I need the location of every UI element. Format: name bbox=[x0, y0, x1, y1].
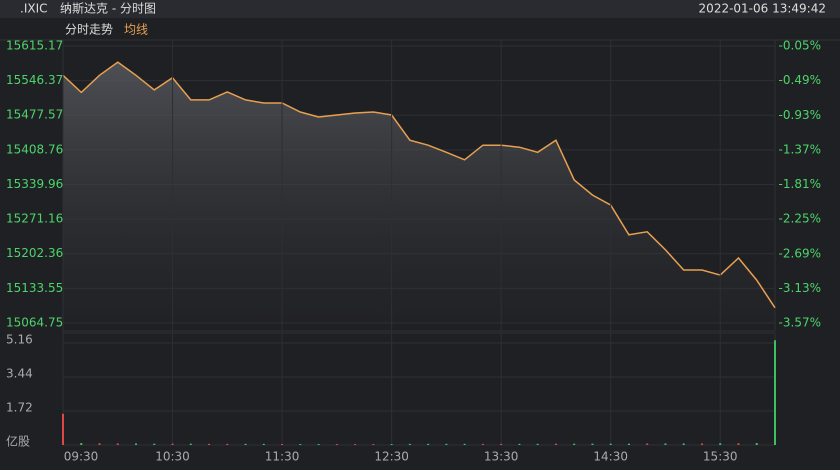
x-tick-label: 09:30 bbox=[64, 450, 99, 464]
x-tick-label: 10:30 bbox=[155, 450, 190, 464]
volume-bar bbox=[226, 443, 229, 445]
volume-bar bbox=[737, 443, 740, 445]
volume-bar bbox=[774, 340, 776, 445]
title: 纳斯达克 - 分时图 bbox=[60, 2, 156, 16]
y2-tick-label: -0.93% bbox=[779, 108, 821, 122]
volume-bar bbox=[408, 443, 411, 445]
volume-bar bbox=[116, 443, 119, 445]
volume-bar bbox=[153, 443, 156, 445]
volume-bar bbox=[135, 443, 138, 445]
y2-tick-label: -0.05% bbox=[779, 39, 821, 53]
symbol: .IXIC bbox=[20, 2, 48, 16]
volume-border bbox=[62, 332, 776, 446]
volume-bar bbox=[664, 443, 667, 445]
volume-bar bbox=[500, 443, 503, 445]
volume-bar bbox=[554, 443, 557, 445]
x-tick-label: 15:30 bbox=[703, 450, 738, 464]
y2-tick-label: -0.49% bbox=[779, 73, 821, 87]
volume-bar bbox=[281, 444, 284, 445]
y-tick-label: 15546.37 bbox=[6, 73, 63, 87]
volume-bar bbox=[536, 443, 539, 445]
y-tick-label: 5.16 bbox=[6, 333, 33, 347]
volume-bar bbox=[591, 443, 594, 445]
y-tick-label: 15271.16 bbox=[6, 212, 63, 226]
y-tick-label: 15064.75 bbox=[6, 316, 63, 330]
volume-bar bbox=[189, 443, 192, 445]
volume-bar bbox=[463, 443, 466, 445]
y2-tick-label: -3.57% bbox=[779, 316, 821, 330]
volume-bar bbox=[427, 443, 430, 445]
volume-bar bbox=[481, 443, 484, 445]
y-tick-label: 15339.96 bbox=[6, 177, 63, 191]
y-tick-label: 3.44 bbox=[6, 367, 33, 381]
volume-bar bbox=[755, 443, 758, 445]
volume-bar bbox=[208, 443, 211, 445]
y-tick-label: 15615.17 bbox=[6, 39, 63, 53]
volume-bar bbox=[682, 443, 685, 445]
y2-tick-label: -2.25% bbox=[779, 212, 821, 226]
y-tick-label: 15202.36 bbox=[6, 246, 63, 260]
volume-bar bbox=[171, 443, 174, 445]
y-tick-label: 15477.57 bbox=[6, 108, 63, 122]
y-tick-label: 15133.55 bbox=[6, 281, 63, 295]
x-tick-label: 11:30 bbox=[265, 450, 300, 464]
volume-bar bbox=[646, 443, 649, 445]
x-tick-label: 12:30 bbox=[374, 450, 409, 464]
y2-tick-label: -3.13% bbox=[779, 281, 821, 295]
volume-bar bbox=[609, 443, 612, 445]
y2-tick-label: -2.69% bbox=[779, 246, 821, 260]
volume-bar bbox=[700, 443, 703, 445]
price-line bbox=[62, 61, 776, 309]
tab[interactable]: 分时走势 bbox=[65, 23, 113, 37]
volume-bar bbox=[372, 444, 375, 445]
y-tick-label: 1.72 bbox=[6, 401, 33, 415]
volume-bar bbox=[390, 444, 393, 445]
legend-entry[interactable]: 均线 bbox=[124, 23, 148, 37]
area bbox=[63, 62, 775, 323]
volume-bar bbox=[354, 444, 357, 445]
volume-bar bbox=[62, 413, 64, 445]
volume-bar bbox=[719, 443, 722, 445]
volume-bar bbox=[335, 444, 338, 445]
volume-bar bbox=[445, 443, 448, 445]
y-tick-label: 15408.76 bbox=[6, 142, 63, 156]
volume-bar bbox=[317, 444, 320, 445]
datetime: 2022-01-06 13:49:42 bbox=[699, 2, 826, 16]
volume-bar bbox=[573, 443, 576, 445]
volume-bar bbox=[299, 444, 302, 445]
volume-bar bbox=[98, 443, 101, 445]
volume-bar bbox=[80, 443, 83, 445]
x-tick-label: 14:30 bbox=[593, 450, 628, 464]
y-tick-label: 亿股 bbox=[6, 434, 30, 449]
volume-bar bbox=[518, 443, 521, 445]
y2-tick-label: -1.37% bbox=[779, 142, 821, 156]
volume-bar bbox=[627, 443, 630, 445]
top-bar bbox=[0, 0, 840, 18]
volume-bar bbox=[262, 443, 265, 445]
volume-bar bbox=[244, 443, 247, 445]
y2-tick-label: -1.81% bbox=[779, 177, 821, 191]
x-tick-label: 13:30 bbox=[484, 450, 519, 464]
